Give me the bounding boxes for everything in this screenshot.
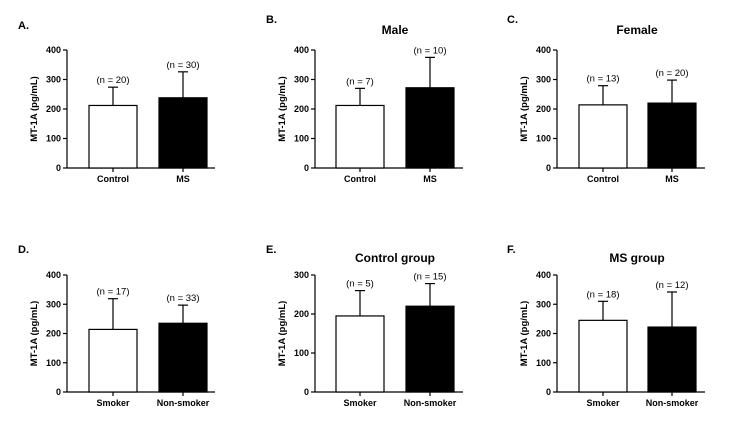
- y-tick-label: 100: [46, 358, 61, 368]
- chart-panel-3: C. Female MT-1A (pg/mL) 0 100 200 300 400 Contro…: [507, 14, 705, 184]
- chart-title: Male: [382, 23, 409, 37]
- bar: [578, 319, 628, 393]
- y-tick-label: 0: [304, 387, 309, 397]
- bar: [158, 97, 208, 169]
- y-tick-label: 100: [536, 358, 551, 368]
- y-tick-label: 100: [536, 134, 551, 144]
- y-tick-label: 400: [46, 270, 61, 280]
- category-label: Control: [344, 174, 376, 184]
- y-tick-label: 300: [536, 299, 551, 309]
- y-tick-label: 0: [304, 163, 309, 173]
- n-label: (n = 33): [166, 293, 199, 304]
- n-label: (n = 20): [655, 68, 688, 79]
- category-label: Control: [97, 174, 129, 184]
- y-axis-label: MT-1A (pg/mL): [277, 76, 288, 142]
- y-tick-label: 200: [536, 329, 551, 339]
- n-label: (n = 30): [166, 60, 199, 71]
- panel-letter: D.: [18, 244, 29, 256]
- y-axis-label: MT-1A (pg/mL): [29, 301, 40, 367]
- y-tick-label: 0: [56, 163, 61, 173]
- y-tick-label: 300: [46, 75, 61, 85]
- y-axis-label: MT-1A (pg/mL): [29, 76, 40, 142]
- n-label: (n = 12): [655, 280, 688, 291]
- n-label: (n = 5): [346, 279, 374, 290]
- panel-letter: C.: [507, 14, 518, 26]
- category-label: MS: [423, 174, 437, 184]
- chart-panel-5: E. Control group MT-1A (pg/mL) 0 100 200 300 Sm…: [266, 244, 463, 408]
- bar: [405, 305, 455, 393]
- chart-title: Female: [616, 23, 658, 37]
- bar: [335, 104, 385, 169]
- category-label: Smoker: [343, 398, 377, 408]
- chart-panel-6: F. MS group MT-1A (pg/mL) 0 100 200 300 400 Smok…: [507, 244, 705, 408]
- n-label: (n = 20): [96, 75, 129, 86]
- y-axis-label: MT-1A (pg/mL): [277, 301, 288, 367]
- panel-letter: B.: [266, 14, 277, 26]
- y-tick-label: 200: [294, 104, 309, 114]
- y-axis-label: MT-1A (pg/mL): [519, 76, 530, 142]
- bar: [335, 315, 385, 393]
- chart-panel-1: A. MT-1A (pg/mL) 0 100 200 300 400 Control (n = …: [18, 20, 215, 184]
- y-tick-label: 200: [46, 329, 61, 339]
- category-label: Non-smoker: [157, 398, 210, 408]
- n-label: (n = 10): [413, 45, 446, 56]
- y-tick-label: 0: [56, 387, 61, 397]
- chart-panel-4: D. MT-1A (pg/mL) 0 100 200 300 400 Smoker (n = 1…: [18, 244, 215, 408]
- bar: [88, 328, 138, 393]
- n-label: (n = 17): [96, 287, 129, 298]
- y-tick-label: 100: [46, 134, 61, 144]
- y-tick-label: 300: [294, 75, 309, 85]
- y-tick-label: 100: [294, 348, 309, 358]
- bar: [405, 87, 455, 169]
- y-tick-label: 400: [536, 270, 551, 280]
- bar: [647, 102, 697, 169]
- bar: [647, 326, 697, 393]
- y-axis-label: MT-1A (pg/mL): [519, 301, 530, 367]
- y-tick-label: 200: [536, 104, 551, 114]
- n-label: (n = 15): [413, 272, 446, 283]
- category-label: MS: [665, 174, 679, 184]
- panel-letter: F.: [507, 244, 516, 256]
- y-tick-label: 200: [46, 104, 61, 114]
- category-label: Smoker: [586, 398, 620, 408]
- y-tick-label: 300: [46, 299, 61, 309]
- y-tick-label: 400: [294, 45, 309, 55]
- panel-letter: A.: [18, 20, 29, 32]
- y-tick-label: 400: [46, 45, 61, 55]
- category-label: Non-smoker: [646, 398, 699, 408]
- y-tick-label: 300: [294, 270, 309, 280]
- chart-title: MS group: [609, 251, 664, 265]
- y-tick-label: 0: [546, 387, 551, 397]
- chart-panel-2: B. Male MT-1A (pg/mL) 0 100 200 300 400 Control (…: [266, 14, 463, 184]
- y-tick-label: 200: [294, 309, 309, 319]
- panel-letter: E.: [266, 244, 276, 256]
- chart-title: Control group: [355, 251, 435, 265]
- y-tick-label: 100: [294, 134, 309, 144]
- category-label: MS: [176, 174, 190, 184]
- bar: [158, 322, 208, 393]
- category-label: Smoker: [96, 398, 130, 408]
- y-tick-label: 300: [536, 75, 551, 85]
- y-tick-label: 400: [536, 45, 551, 55]
- bar: [578, 104, 628, 169]
- n-label: (n = 7): [346, 76, 374, 87]
- category-label: Non-smoker: [404, 398, 457, 408]
- y-tick-label: 0: [546, 163, 551, 173]
- bar: [88, 104, 138, 169]
- n-label: (n = 13): [586, 74, 619, 85]
- category-label: Control: [587, 174, 619, 184]
- n-label: (n = 18): [586, 289, 619, 300]
